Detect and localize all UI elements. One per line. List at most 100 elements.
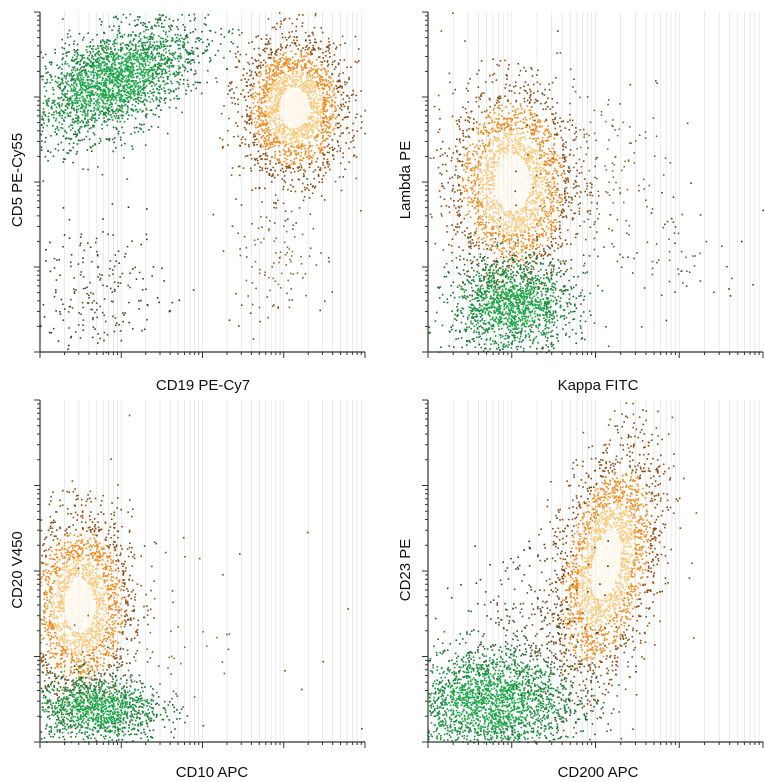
scatter-point	[135, 59, 138, 61]
scatter-point	[314, 102, 317, 105]
scatter-point	[142, 87, 145, 90]
scatter-point	[284, 79, 287, 82]
scatter-point	[130, 34, 132, 36]
scatter-point	[143, 58, 145, 60]
scatter-point	[287, 98, 290, 100]
scatter-point	[292, 114, 294, 117]
scatter-point	[50, 63, 52, 66]
scatter-point	[152, 82, 155, 84]
scatter-point	[264, 61, 267, 64]
scatter-point	[76, 57, 78, 60]
scatter-point	[288, 107, 290, 109]
scatter-point	[301, 60, 304, 63]
scatter-point	[322, 96, 325, 99]
scatter-point	[125, 60, 127, 62]
scatter-point	[95, 58, 98, 61]
scatter-point	[49, 241, 51, 244]
scatter-point	[128, 114, 130, 116]
scatter-point	[80, 126, 83, 128]
scatter-point	[279, 98, 281, 101]
scatter-point	[266, 96, 269, 98]
scatter-point	[319, 75, 322, 78]
scatter-point	[151, 81, 154, 83]
scatter-point	[311, 145, 313, 147]
scatter-point	[297, 88, 299, 91]
scatter-point	[292, 106, 294, 108]
scatter-point	[333, 88, 335, 91]
scatter-point	[281, 96, 284, 98]
scatter-point	[132, 58, 135, 60]
scatter-point	[333, 94, 335, 97]
scatter-point	[322, 128, 324, 130]
scatter-point	[144, 92, 146, 94]
scatter-point	[301, 22, 304, 24]
scatter-point	[133, 76, 135, 78]
scatter-point	[274, 169, 276, 172]
scatter-point	[100, 99, 103, 101]
scatter-point	[313, 108, 315, 110]
scatter-point	[71, 102, 73, 105]
scatter-point	[157, 66, 159, 69]
scatter-point	[73, 288, 75, 290]
scatter-point	[293, 42, 296, 44]
scatter-point	[128, 23, 131, 26]
scatter-point	[326, 110, 328, 113]
scatter-point	[94, 119, 97, 121]
scatter-point	[59, 311, 61, 313]
scatter-point	[191, 49, 193, 52]
scatter-point	[128, 80, 131, 82]
scatter-point	[128, 54, 131, 57]
scatter-point	[117, 110, 119, 113]
scatter-point	[267, 126, 270, 129]
scatter-point	[257, 35, 259, 37]
scatter-point	[340, 132, 343, 135]
scatter-point	[278, 132, 281, 134]
scatter-point	[170, 45, 172, 47]
scatter-point	[248, 63, 251, 65]
scatter-point	[302, 199, 305, 202]
scatter-point	[328, 81, 331, 84]
scatter-point	[110, 71, 112, 73]
scatter-point	[142, 21, 145, 24]
scatter-point	[275, 71, 278, 73]
scatter-point	[121, 36, 124, 39]
scatter-point	[85, 72, 88, 74]
scatter-point	[86, 286, 88, 289]
scatter-point	[160, 64, 162, 67]
scatter-point	[258, 186, 261, 189]
scatter-point	[140, 58, 143, 61]
scatter-point	[158, 67, 160, 69]
scatter-point	[285, 121, 288, 124]
scatter-point	[278, 75, 280, 78]
scatter-point	[270, 49, 273, 51]
scatter-point	[292, 123, 295, 125]
scatter-point	[289, 99, 291, 101]
scatter-point	[292, 107, 295, 110]
scatter-point	[83, 85, 85, 87]
scatter-point	[64, 109, 67, 111]
scatter-point	[269, 87, 271, 89]
scatter-point	[301, 159, 303, 162]
scatter-point	[105, 58, 108, 61]
scatter-point	[259, 113, 262, 116]
scatter-point	[140, 54, 143, 57]
scatter-point	[345, 101, 347, 104]
scatter-point	[268, 147, 270, 149]
scatter-point	[231, 102, 234, 104]
scatter-point	[279, 88, 282, 91]
scatter-point	[253, 98, 256, 100]
scatter-point	[168, 59, 170, 61]
scatter-point	[274, 98, 276, 100]
scatter-point	[309, 42, 311, 44]
scatter-point	[320, 123, 322, 126]
scatter-point	[301, 71, 303, 74]
scatter-point	[275, 65, 277, 68]
scatter-point	[41, 115, 43, 118]
scatter-point	[332, 80, 334, 83]
scatter-point	[183, 44, 186, 46]
scatter-point	[151, 32, 153, 35]
scatter-point	[300, 128, 302, 130]
scatter-point	[139, 67, 141, 69]
scatter-point	[264, 123, 266, 126]
scatter-point	[311, 53, 314, 55]
